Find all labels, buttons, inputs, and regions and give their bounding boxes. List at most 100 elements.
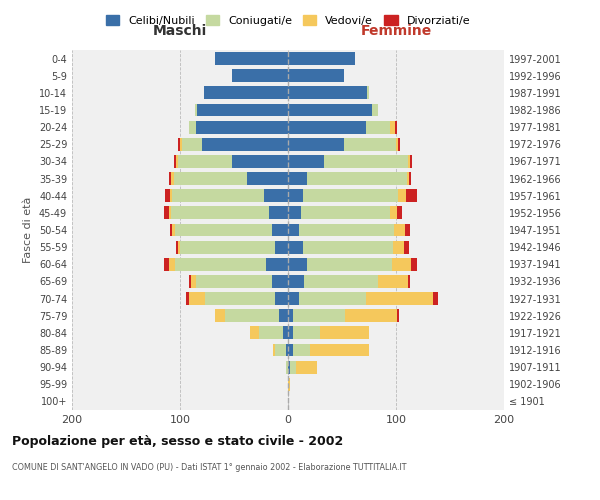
Bar: [303, 190, 398, 202]
Bar: [273, 344, 275, 356]
Bar: [288, 224, 299, 236]
Bar: [196, 275, 272, 288]
Bar: [345, 310, 397, 322]
Bar: [191, 275, 196, 288]
Bar: [288, 190, 303, 202]
Bar: [247, 172, 288, 185]
Bar: [288, 86, 367, 100]
Bar: [288, 70, 344, 82]
Bar: [286, 344, 288, 356]
Bar: [187, 292, 188, 305]
Bar: [307, 258, 392, 270]
Bar: [264, 190, 288, 202]
Bar: [188, 120, 196, 134]
Bar: [409, 172, 411, 185]
Bar: [397, 206, 403, 220]
Bar: [215, 52, 288, 65]
Bar: [288, 155, 323, 168]
Bar: [232, 155, 288, 168]
Bar: [169, 172, 172, 185]
Bar: [288, 52, 355, 65]
Legend: Celibi/Nubili, Coniugati/e, Vedovi/e, Divorziati/e: Celibi/Nubili, Coniugati/e, Vedovi/e, Di…: [101, 10, 475, 30]
Bar: [288, 258, 307, 270]
Bar: [188, 292, 205, 305]
Bar: [176, 155, 178, 168]
Bar: [293, 326, 320, 340]
Bar: [288, 310, 293, 322]
Bar: [266, 258, 288, 270]
Bar: [304, 275, 377, 288]
Bar: [393, 240, 404, 254]
Bar: [389, 120, 395, 134]
Text: Popolazione per età, sesso e stato civile - 2002: Popolazione per età, sesso e stato civil…: [12, 435, 343, 448]
Bar: [303, 240, 393, 254]
Bar: [172, 224, 175, 236]
Bar: [288, 378, 290, 390]
Bar: [293, 310, 345, 322]
Bar: [196, 120, 288, 134]
Bar: [275, 240, 288, 254]
Bar: [232, 70, 288, 82]
Y-axis label: Fasce di età: Fasce di età: [23, 197, 33, 263]
Bar: [178, 240, 180, 254]
Bar: [398, 190, 406, 202]
Bar: [275, 344, 286, 356]
Bar: [170, 224, 172, 236]
Bar: [288, 292, 299, 305]
Bar: [288, 344, 293, 356]
Bar: [288, 172, 307, 185]
Bar: [286, 360, 288, 374]
Bar: [404, 240, 409, 254]
Bar: [288, 360, 290, 374]
Bar: [172, 190, 264, 202]
Bar: [175, 224, 272, 236]
Bar: [188, 275, 191, 288]
Bar: [204, 86, 288, 100]
Bar: [407, 172, 409, 185]
Bar: [288, 120, 366, 134]
Bar: [397, 310, 399, 322]
Bar: [301, 206, 389, 220]
Bar: [259, 326, 283, 340]
Bar: [164, 206, 169, 220]
Bar: [197, 104, 288, 117]
Bar: [411, 258, 416, 270]
Bar: [320, 326, 369, 340]
Bar: [173, 155, 176, 168]
Bar: [367, 86, 369, 100]
Bar: [404, 224, 410, 236]
Bar: [205, 292, 275, 305]
Bar: [394, 224, 404, 236]
Bar: [389, 206, 397, 220]
Bar: [398, 138, 400, 150]
Bar: [164, 258, 169, 270]
Bar: [165, 190, 170, 202]
Bar: [290, 360, 296, 374]
Bar: [283, 326, 288, 340]
Bar: [269, 206, 288, 220]
Bar: [202, 138, 288, 150]
Bar: [215, 310, 226, 322]
Bar: [323, 155, 408, 168]
Bar: [176, 240, 178, 254]
Bar: [275, 292, 288, 305]
Bar: [299, 292, 366, 305]
Bar: [180, 138, 182, 150]
Bar: [288, 138, 344, 150]
Bar: [288, 206, 301, 220]
Bar: [250, 326, 259, 340]
Bar: [172, 206, 269, 220]
Bar: [395, 120, 397, 134]
Bar: [396, 138, 398, 150]
Bar: [170, 190, 172, 202]
Bar: [344, 138, 396, 150]
Bar: [280, 310, 288, 322]
Bar: [182, 138, 202, 150]
Bar: [178, 155, 232, 168]
Bar: [226, 310, 280, 322]
Bar: [408, 275, 410, 288]
Bar: [288, 275, 304, 288]
Bar: [366, 120, 389, 134]
Text: COMUNE DI SANT'ANGELO IN VADO (PU) - Dati ISTAT 1° gennaio 2002 - Elaborazione T: COMUNE DI SANT'ANGELO IN VADO (PU) - Dat…: [12, 462, 407, 471]
Bar: [366, 292, 433, 305]
